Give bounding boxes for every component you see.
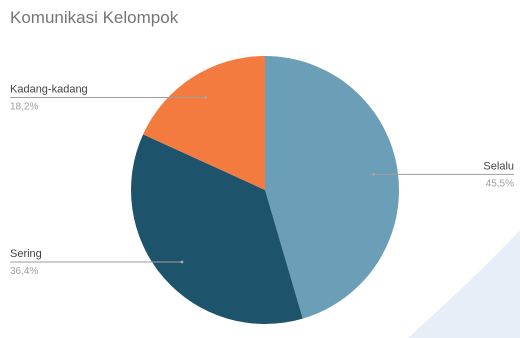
pie-slice-kadang-kadang <box>143 56 265 190</box>
callout-dot <box>180 260 184 264</box>
background-decoration <box>408 230 520 338</box>
slice-label: Selalu <box>483 160 514 172</box>
chart-title: Komunikasi Kelompok <box>10 8 179 27</box>
slice-label: Kadang-kadang <box>10 84 88 96</box>
slice-label: Sering <box>10 248 42 260</box>
slice-percent-label: 45,5% <box>486 178 514 189</box>
pie-labels: Selalu 45,5% Sering 36,4% Kadang-kadang 18,2% <box>10 84 514 277</box>
pie-slice-selalu <box>265 56 399 319</box>
pie-slices <box>130 56 399 324</box>
slice-percent-label: 36,4% <box>10 266 38 277</box>
slice-percent-label: 18,2% <box>10 102 38 113</box>
pie-slice-sering <box>130 134 303 324</box>
